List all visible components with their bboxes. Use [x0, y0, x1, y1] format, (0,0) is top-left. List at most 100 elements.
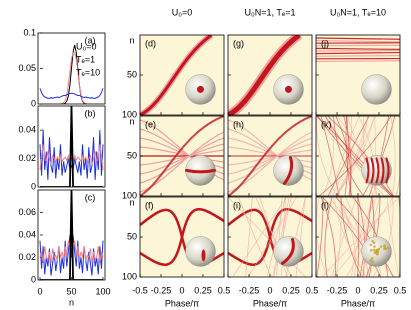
sphere-feature — [383, 247, 386, 250]
series-line — [40, 190, 103, 280]
series-line — [40, 52, 103, 104]
texture — [335, 116, 352, 196]
texture — [140, 35, 213, 115]
heatmap-panel — [316, 35, 400, 115]
x-tick-label: 0 — [355, 285, 360, 295]
texture — [140, 137, 224, 184]
sphere-feature — [184, 168, 216, 174]
y-tick-label: 100 — [122, 109, 137, 119]
texture — [140, 143, 224, 175]
texture — [331, 197, 357, 277]
y-axis-label: n — [129, 197, 134, 207]
texture — [389, 116, 396, 196]
heatmap-panel — [228, 197, 312, 277]
panel-label: (c) — [85, 192, 96, 202]
x-axis-label: n — [69, 297, 74, 307]
sphere-feature — [372, 248, 376, 252]
series-line — [39, 240, 104, 264]
sphere — [273, 155, 304, 186]
sphere-feature — [369, 243, 373, 247]
texture — [316, 51, 400, 55]
x-axis-label: Phase/π — [253, 298, 287, 308]
texture — [295, 197, 306, 277]
sphere-feature — [282, 155, 294, 185]
texture — [336, 116, 378, 196]
texture — [276, 197, 283, 277]
texture — [372, 197, 394, 277]
y-tick-label: 0.04 — [18, 125, 36, 135]
texture — [140, 149, 224, 166]
sphere-feature — [380, 157, 385, 184]
x-axis-label: Phase/π — [165, 298, 199, 308]
sphere — [185, 236, 216, 267]
panel-label: (e) — [145, 119, 156, 129]
heatmap-panel — [316, 197, 400, 277]
texture — [316, 60, 400, 62]
texture — [327, 116, 394, 196]
y-axis-label: n — [129, 116, 134, 126]
heatmap-panel — [140, 116, 224, 196]
x-tick-label: 0.5 — [218, 285, 231, 295]
x-tick-label: 0 — [179, 285, 184, 295]
panel-label: (f) — [145, 200, 154, 210]
x-tick-label: 0.25 — [282, 285, 300, 295]
texture — [335, 116, 369, 196]
texture — [272, 197, 290, 277]
series-line — [39, 88, 104, 99]
series-line — [39, 144, 104, 171]
texture — [316, 197, 324, 277]
texture — [322, 197, 400, 277]
panel-label: (h) — [233, 119, 244, 129]
sphere-feature — [385, 157, 390, 184]
texture — [140, 208, 224, 266]
y-tick-label: 100 — [122, 190, 137, 200]
texture — [335, 197, 394, 277]
texture — [346, 197, 380, 277]
legend-entry: Tₑ=10 — [76, 67, 100, 77]
texture — [140, 116, 224, 196]
texture — [333, 197, 367, 277]
x-axis-label: Phase/π — [341, 298, 375, 308]
texture — [318, 116, 392, 196]
heatmap-panel — [228, 116, 312, 196]
sphere-feature — [369, 258, 372, 262]
texture — [386, 197, 400, 277]
texture — [324, 197, 333, 277]
texture — [362, 116, 374, 196]
y-tick-label: 0.02 — [18, 252, 36, 262]
x-tick-label: 0.25 — [194, 285, 212, 295]
panel-label: (d) — [145, 38, 156, 48]
sphere-feature — [284, 85, 292, 93]
sphere-feature — [365, 157, 370, 184]
x-tick-label: 50 — [66, 286, 76, 296]
x-tick-label: -0.25 — [327, 285, 348, 295]
texture — [316, 116, 393, 196]
x-tick-label: 0 — [37, 286, 42, 296]
x-tick-label: -0.25 — [239, 285, 260, 295]
sphere — [361, 155, 392, 186]
texture — [398, 197, 400, 277]
sphere-feature — [370, 257, 374, 260]
heatmap-panel — [140, 35, 224, 115]
sphere — [273, 236, 304, 267]
texture — [267, 197, 286, 277]
texture — [317, 116, 392, 196]
x-tick-label: 0 — [267, 285, 272, 295]
sphere — [361, 74, 392, 105]
y-tick-label: 0.02 — [18, 153, 36, 163]
texture — [338, 197, 371, 277]
texture — [316, 47, 400, 51]
panel-label: (k) — [321, 119, 332, 129]
texture — [238, 197, 272, 277]
sphere-feature — [375, 157, 380, 184]
y-tick-label: 0.06 — [18, 207, 36, 217]
sphere-feature — [369, 248, 373, 252]
panel-label: (g) — [233, 38, 244, 48]
x-tick-label: 0.5 — [394, 285, 407, 295]
y-tick-label: 0 — [31, 181, 36, 191]
texture — [316, 37, 400, 40]
texture — [322, 116, 334, 196]
texture — [316, 40, 400, 43]
texture — [228, 35, 301, 115]
